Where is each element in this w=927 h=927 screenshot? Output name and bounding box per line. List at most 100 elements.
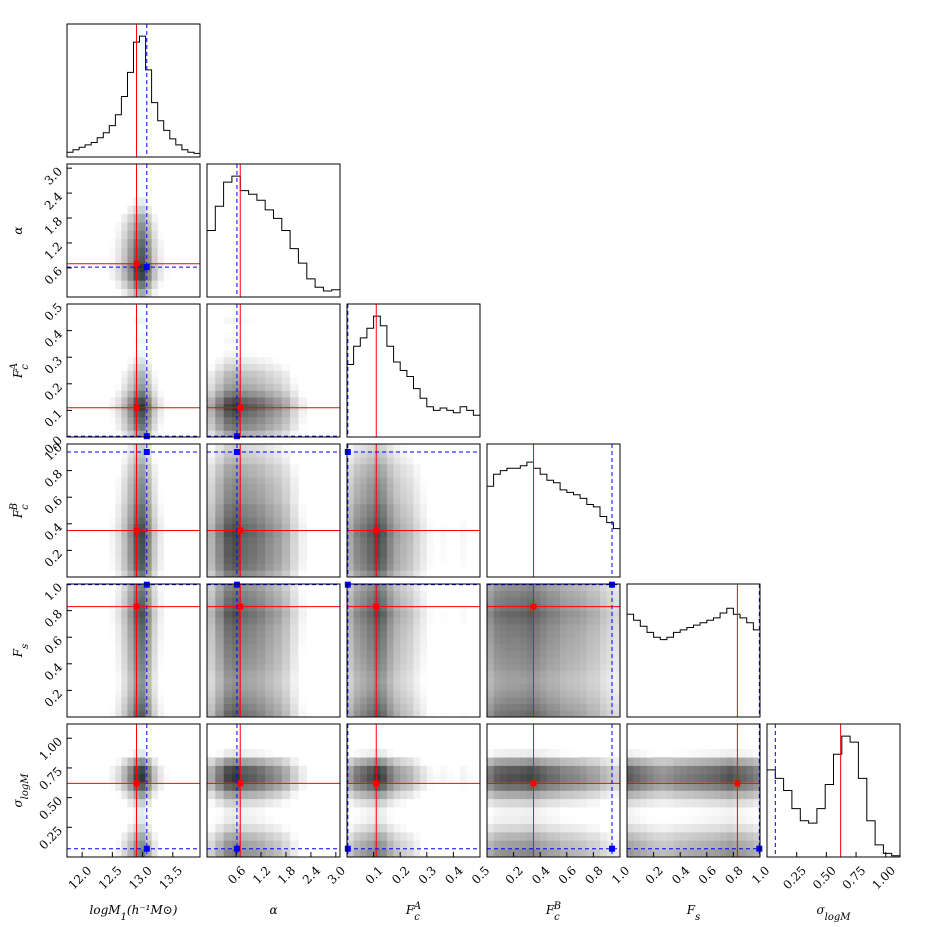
density-cell	[366, 757, 374, 766]
density-cell	[520, 657, 528, 665]
density-cell	[540, 807, 548, 816]
density-cell	[360, 690, 368, 698]
density-cell	[420, 623, 428, 631]
density-cell	[633, 757, 641, 766]
density-cell	[366, 523, 374, 531]
density-cell	[121, 497, 128, 505]
density-cell	[740, 832, 747, 841]
density-cell	[393, 703, 401, 711]
density-cell	[215, 410, 224, 418]
density-cell	[553, 584, 561, 591]
density-cell	[256, 798, 266, 808]
density-cell	[127, 550, 134, 558]
density-cell	[500, 840, 508, 849]
density-cell	[386, 807, 394, 816]
density-cell	[248, 710, 258, 718]
density-cell	[526, 790, 534, 800]
density-cell	[115, 637, 122, 645]
density-cell	[151, 657, 158, 665]
density-cell	[560, 790, 568, 800]
density-cell	[231, 807, 241, 816]
density-cell	[386, 603, 394, 611]
density-cell	[121, 570, 128, 578]
density-cell	[366, 690, 374, 698]
density-cell	[700, 807, 708, 816]
density-cell	[151, 650, 158, 658]
density-cell	[281, 757, 291, 766]
density-cell	[109, 517, 116, 525]
density-cell	[493, 584, 501, 591]
density-cell	[248, 570, 258, 578]
density-cell	[139, 710, 146, 718]
density-cell	[713, 840, 721, 849]
density-cell	[163, 403, 171, 411]
density-cell	[706, 765, 714, 775]
density-cell	[713, 748, 721, 758]
density-cell	[553, 637, 561, 645]
density-cell	[366, 748, 374, 758]
density-cell	[273, 523, 283, 531]
density-cell	[151, 503, 158, 511]
density-cell	[298, 570, 308, 578]
density-cell	[151, 288, 158, 298]
density-cell	[487, 603, 494, 611]
density-cell	[145, 457, 152, 465]
density-cell	[151, 623, 158, 631]
density-cell	[573, 690, 581, 698]
density-cell	[151, 497, 158, 505]
density-cell	[366, 643, 374, 651]
density-cell	[109, 543, 116, 551]
density-cell	[207, 483, 216, 491]
density-cell	[606, 773, 614, 783]
density-cell	[298, 710, 308, 718]
density-cell	[586, 597, 594, 605]
density-cell	[215, 773, 224, 783]
density-cell	[560, 584, 568, 591]
density-cell	[487, 703, 494, 711]
density-cell	[386, 748, 394, 758]
density-cell	[360, 483, 368, 491]
density-cell	[386, 848, 394, 858]
density-cell	[265, 630, 274, 638]
density-cell	[256, 657, 266, 665]
density-cell	[353, 823, 361, 833]
density-cell	[566, 748, 574, 758]
density-cell	[207, 370, 216, 378]
density-cell	[586, 848, 594, 858]
density-cell	[215, 570, 224, 578]
density-cell	[215, 430, 224, 438]
density-cell	[593, 690, 601, 698]
density-cell	[240, 840, 249, 849]
density-cell	[273, 563, 283, 571]
density-cell	[420, 773, 428, 783]
density-cell	[753, 757, 761, 766]
density-cell	[151, 272, 158, 281]
density-cell	[380, 603, 388, 611]
density-cell	[513, 697, 521, 704]
density-cell	[281, 643, 291, 651]
density-cell	[281, 677, 291, 685]
density-cell	[145, 683, 152, 691]
density-cell	[157, 550, 165, 558]
density-cell	[560, 657, 568, 665]
density-cell	[231, 782, 241, 791]
density-cell	[580, 657, 588, 665]
density-cell	[256, 457, 266, 465]
density-cell	[673, 832, 681, 841]
density-cell	[265, 363, 274, 371]
density-cell	[573, 815, 581, 825]
density-cell	[673, 840, 681, 849]
truth-point	[373, 780, 380, 787]
density-cell	[406, 840, 414, 849]
density-cell	[633, 748, 641, 758]
density-cell	[420, 590, 428, 598]
x-axis-label: logM1(h⁻¹M⊙)	[90, 903, 178, 923]
density-cell	[366, 657, 374, 665]
density-cell	[553, 630, 561, 638]
x-tick-label: 1.00	[869, 863, 898, 892]
density-cell	[386, 670, 394, 678]
density-cell	[215, 637, 224, 645]
density-cell	[406, 517, 414, 525]
density-cell	[207, 390, 216, 398]
density-cell	[586, 757, 594, 766]
